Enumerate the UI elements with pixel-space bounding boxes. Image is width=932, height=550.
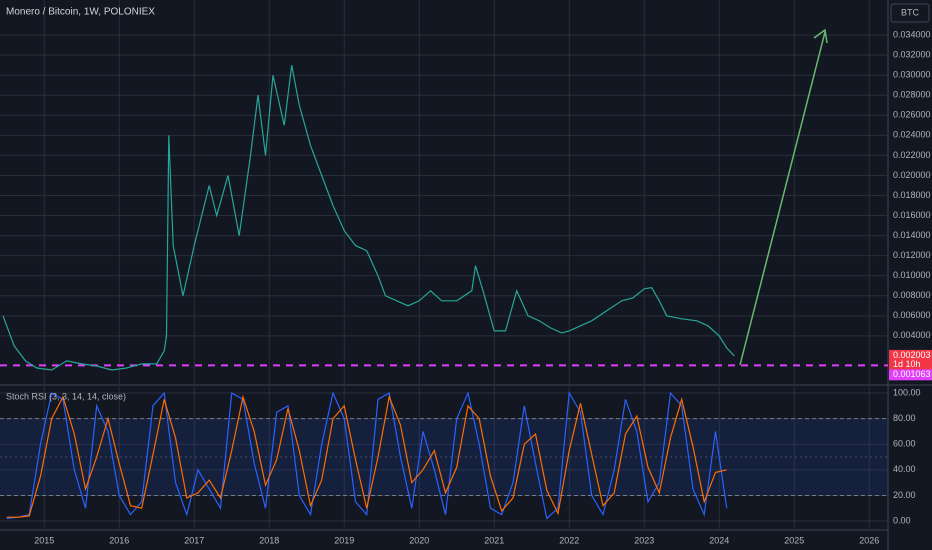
arrow-line xyxy=(739,31,826,366)
chart-title: Monero / Bitcoin, 1W, POLONIEX xyxy=(6,7,155,18)
x-tick-label: 2026 xyxy=(859,535,879,545)
y-tick-label: 0.034000 xyxy=(893,29,931,39)
indicator-title: Stoch RSI (3, 3, 14, 14, close) xyxy=(6,391,126,401)
unit-label: BTC xyxy=(901,7,920,17)
unit-button[interactable] xyxy=(890,3,930,23)
support-tag xyxy=(889,369,932,381)
y-tick-label: 100.00 xyxy=(893,387,921,397)
x-tick-label: 2020 xyxy=(409,535,429,545)
y-tick-label: 0.016000 xyxy=(893,210,931,220)
x-tick-label: 2018 xyxy=(259,535,279,545)
y-tick-label: 0.030000 xyxy=(893,70,931,80)
x-tick-label: 2016 xyxy=(109,535,129,545)
x-tick-label: 2015 xyxy=(34,535,54,545)
y-tick-label: 0.024000 xyxy=(893,130,931,140)
y-tick-label: 80.00 xyxy=(893,413,916,423)
y-tick-label: 0.020000 xyxy=(893,170,931,180)
x-tick-label: 2021 xyxy=(484,535,504,545)
series-line xyxy=(6,391,728,520)
x-tick-label: 2019 xyxy=(334,535,354,545)
band-fill xyxy=(0,418,888,496)
y-tick-label: 0.022000 xyxy=(893,150,931,160)
y-tick-label: 0.018000 xyxy=(893,190,931,200)
y-tick-label: 0.012000 xyxy=(893,250,931,260)
y-tick-label: 0.004000 xyxy=(893,330,931,340)
series-line xyxy=(2,65,735,371)
y-tick-label: 0.028000 xyxy=(893,90,931,100)
x-tick-label: 2017 xyxy=(184,535,204,545)
y-tick-label: 20.00 xyxy=(893,490,916,500)
y-tick-label: 0.008000 xyxy=(893,290,931,300)
y-tick-label: 0.026000 xyxy=(893,110,931,120)
x-tick-label: 2025 xyxy=(784,535,804,545)
support-label: 0.001063 xyxy=(893,369,931,379)
arrow-head xyxy=(813,28,828,44)
y-tick-label: 60.00 xyxy=(893,439,916,449)
last-price-label: 0.002003 xyxy=(893,350,931,360)
y-tick-label: 40.00 xyxy=(893,464,916,474)
x-tick-label: 2024 xyxy=(709,535,729,545)
y-tick-label: 0.006000 xyxy=(893,310,931,320)
y-tick-label: 0.014000 xyxy=(893,230,931,240)
x-tick-label: 2023 xyxy=(634,535,654,545)
y-tick-label: 0.010000 xyxy=(893,270,931,280)
y-tick-label: 0.00 xyxy=(893,515,911,525)
y-tick-label: 0.032000 xyxy=(893,50,931,60)
x-tick-label: 2022 xyxy=(559,535,579,545)
countdown-label: 1d 10h xyxy=(893,359,921,369)
last-price-tag xyxy=(889,349,932,370)
series-line xyxy=(6,394,727,518)
plot-layer xyxy=(0,0,888,530)
